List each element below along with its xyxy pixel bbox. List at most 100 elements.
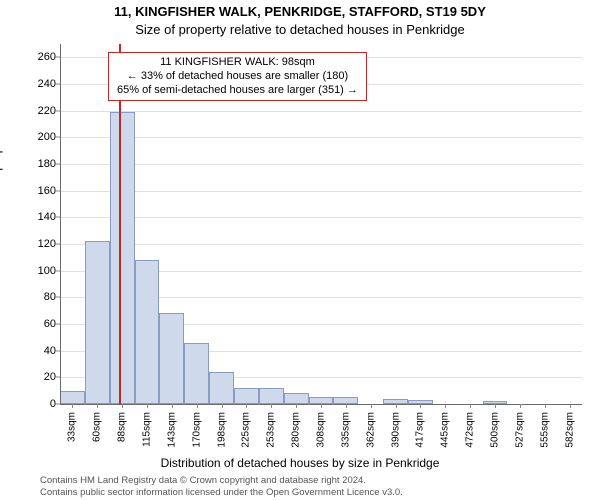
- y-axis-line: [60, 44, 61, 404]
- x-tick-label: 555sqm: [539, 412, 550, 448]
- footer-text: Contains HM Land Registry data © Crown c…: [40, 475, 590, 498]
- x-tick-label: 115sqm: [142, 412, 153, 447]
- x-tick-mark: [172, 404, 173, 408]
- chart-container: 11, KINGFISHER WALK, PENKRIDGE, STAFFORD…: [0, 0, 600, 500]
- x-tick-mark: [296, 404, 297, 408]
- y-tick-label: 220: [38, 105, 56, 117]
- y-tick-label: 20: [44, 371, 56, 383]
- chart-title-line1: 11, KINGFISHER WALK, PENKRIDGE, STAFFORD…: [0, 4, 600, 19]
- x-tick-label: 88sqm: [117, 412, 128, 442]
- grid-line: [60, 164, 582, 165]
- annotation-box: 11 KINGFISHER WALK: 98sqm← 33% of detach…: [108, 52, 367, 101]
- y-tick-label: 80: [44, 291, 56, 303]
- x-tick-label: 582sqm: [564, 412, 575, 448]
- y-tick-mark: [56, 164, 60, 165]
- chart-title-line2: Size of property relative to detached ho…: [0, 22, 600, 37]
- y-axis-label: Number of detached properties: [0, 117, 3, 282]
- y-tick-mark: [56, 404, 60, 405]
- y-tick-label: 40: [44, 345, 56, 357]
- y-tick-label: 180: [38, 158, 56, 170]
- x-tick-label: 472sqm: [465, 412, 476, 448]
- y-tick-label: 60: [44, 318, 56, 330]
- grid-line: [60, 217, 582, 218]
- y-tick-label: 100: [38, 265, 56, 277]
- x-tick-mark: [321, 404, 322, 408]
- x-tick-mark: [371, 404, 372, 408]
- x-tick-label: 60sqm: [92, 412, 103, 442]
- x-tick-label: 33sqm: [67, 412, 78, 442]
- x-tick-label: 225sqm: [241, 412, 252, 448]
- histogram-bar: [135, 260, 160, 404]
- y-tick-label: 120: [38, 238, 56, 250]
- histogram-bar: [234, 388, 259, 404]
- histogram-bar: [60, 391, 85, 404]
- x-tick-label: 170sqm: [191, 412, 202, 448]
- x-tick-label: 390sqm: [390, 412, 401, 448]
- y-tick-mark: [56, 57, 60, 58]
- x-tick-mark: [222, 404, 223, 408]
- y-tick-mark: [56, 270, 60, 271]
- y-tick-mark: [56, 84, 60, 85]
- x-tick-label: 253sqm: [266, 412, 277, 448]
- x-tick-label: 362sqm: [365, 412, 376, 448]
- x-tick-mark: [147, 404, 148, 408]
- y-tick-mark: [56, 244, 60, 245]
- grid-line: [60, 244, 582, 245]
- x-tick-label: 308sqm: [316, 412, 327, 448]
- x-tick-label: 143sqm: [166, 412, 177, 448]
- y-tick-mark: [56, 297, 60, 298]
- footer-line1: Contains HM Land Registry data © Crown c…: [40, 475, 590, 486]
- y-tick-mark: [56, 350, 60, 351]
- x-tick-mark: [396, 404, 397, 408]
- x-tick-mark: [271, 404, 272, 408]
- histogram-bar: [209, 372, 234, 404]
- x-tick-mark: [470, 404, 471, 408]
- y-tick-mark: [56, 217, 60, 218]
- histogram-bar: [284, 393, 309, 404]
- grid-line: [60, 111, 582, 112]
- x-tick-mark: [545, 404, 546, 408]
- x-tick-mark: [445, 404, 446, 408]
- x-tick-mark: [122, 404, 123, 408]
- histogram-bar: [309, 397, 334, 404]
- x-tick-mark: [72, 404, 73, 408]
- y-tick-mark: [56, 190, 60, 191]
- y-tick-label: 160: [38, 185, 56, 197]
- x-tick-label: 198sqm: [216, 412, 227, 448]
- histogram-bar: [333, 397, 358, 404]
- footer-line2: Contains public sector information licen…: [40, 487, 590, 498]
- histogram-bar: [184, 343, 209, 404]
- x-tick-label: 335sqm: [340, 412, 351, 448]
- histogram-bar: [159, 313, 184, 404]
- grid-line: [60, 137, 582, 138]
- x-tick-mark: [246, 404, 247, 408]
- x-tick-label: 280sqm: [291, 412, 302, 448]
- histogram-bar: [110, 112, 135, 404]
- x-tick-mark: [97, 404, 98, 408]
- x-tick-mark: [520, 404, 521, 408]
- grid-line: [60, 191, 582, 192]
- x-tick-mark: [197, 404, 198, 408]
- y-tick-mark: [56, 324, 60, 325]
- y-tick-mark: [56, 137, 60, 138]
- y-tick-mark: [56, 377, 60, 378]
- annotation-line3: 65% of semi-detached houses are larger (…: [117, 84, 358, 98]
- histogram-bar: [85, 241, 110, 404]
- x-tick-mark: [346, 404, 347, 408]
- x-tick-mark: [420, 404, 421, 408]
- y-tick-label: 260: [38, 51, 56, 63]
- x-tick-mark: [570, 404, 571, 408]
- x-tick-label: 417sqm: [415, 412, 426, 448]
- y-tick-label: 240: [38, 78, 56, 90]
- x-tick-label: 527sqm: [514, 412, 525, 448]
- y-tick-label: 200: [38, 131, 56, 143]
- annotation-line1: 11 KINGFISHER WALK: 98sqm: [117, 56, 358, 70]
- x-tick-label: 445sqm: [440, 412, 451, 448]
- x-tick-mark: [495, 404, 496, 408]
- x-tick-label: 500sqm: [490, 412, 501, 448]
- annotation-line2: ← 33% of detached houses are smaller (18…: [117, 70, 358, 84]
- y-tick-label: 140: [38, 211, 56, 223]
- y-tick-mark: [56, 110, 60, 111]
- x-axis-label: Distribution of detached houses by size …: [0, 456, 600, 470]
- histogram-bar: [259, 388, 284, 404]
